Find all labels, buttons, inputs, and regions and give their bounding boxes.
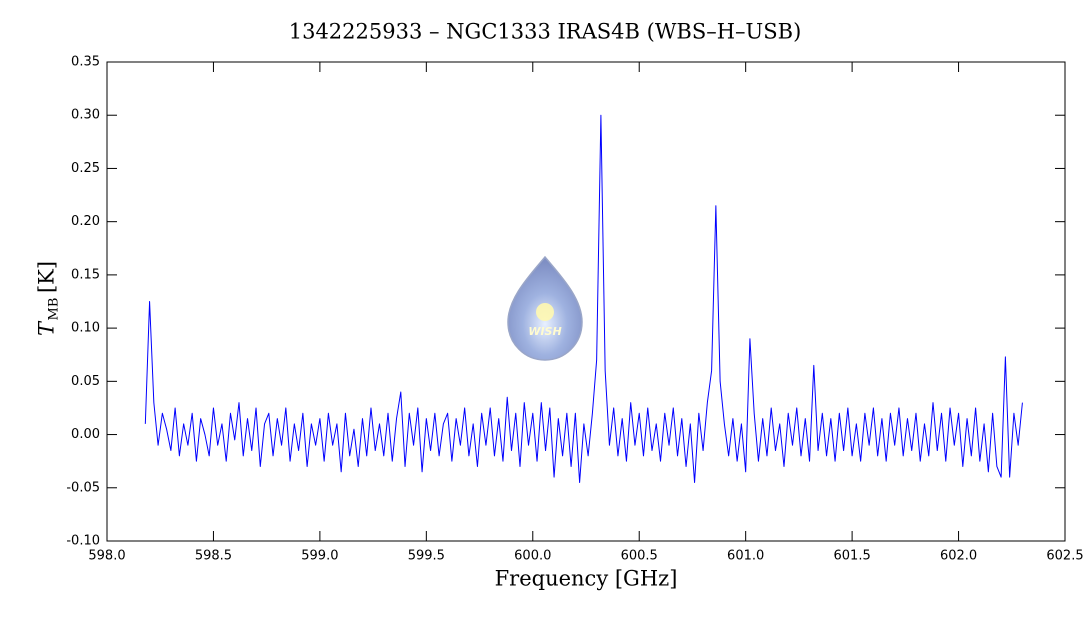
x-tick-label: 602.5	[1046, 549, 1083, 564]
x-tick-label: 600.0	[514, 549, 551, 564]
x-tick-label: 599.0	[301, 549, 338, 564]
y-tick-label: 0.05	[71, 374, 100, 389]
plot-frame	[106, 61, 1066, 542]
y-tick-label: 0.20	[71, 214, 100, 229]
y-tick-label: -0.05	[66, 480, 100, 495]
y-label-main: T	[35, 320, 59, 336]
wish-logo: WISH	[507, 255, 583, 361]
x-tick-label: 598.0	[88, 549, 125, 564]
x-tick-label: 598.5	[195, 549, 232, 564]
y-tick-label: 0.00	[71, 427, 100, 442]
y-tick-label: 0.35	[71, 55, 100, 70]
y-tick-label: 0.25	[71, 161, 100, 176]
chart-title: 1342225933 – NGC1333 IRAS4B (WBS–H–USB)	[289, 20, 802, 44]
x-tick-label: 602.0	[940, 549, 977, 564]
logo-star	[536, 303, 554, 321]
logo-text: WISH	[528, 325, 561, 338]
x-tick-label: 600.5	[621, 549, 658, 564]
y-axis-label: T MB [K]	[35, 261, 62, 336]
x-tick-label: 601.5	[834, 549, 871, 564]
spectrum-line	[144, 114, 1023, 483]
y-tick-label: 0.15	[71, 267, 100, 282]
y-tick-label: 0.30	[71, 108, 100, 123]
x-tick-label: 601.0	[727, 549, 764, 564]
y-label-unit: [K]	[35, 261, 59, 293]
x-axis-label: Frequency [GHz]	[495, 567, 678, 591]
x-tick-label: 599.5	[408, 549, 445, 564]
y-tick-label: -0.10	[66, 534, 100, 549]
y-tick-label: 0.10	[71, 321, 100, 336]
y-label-sub: MB	[47, 298, 62, 321]
